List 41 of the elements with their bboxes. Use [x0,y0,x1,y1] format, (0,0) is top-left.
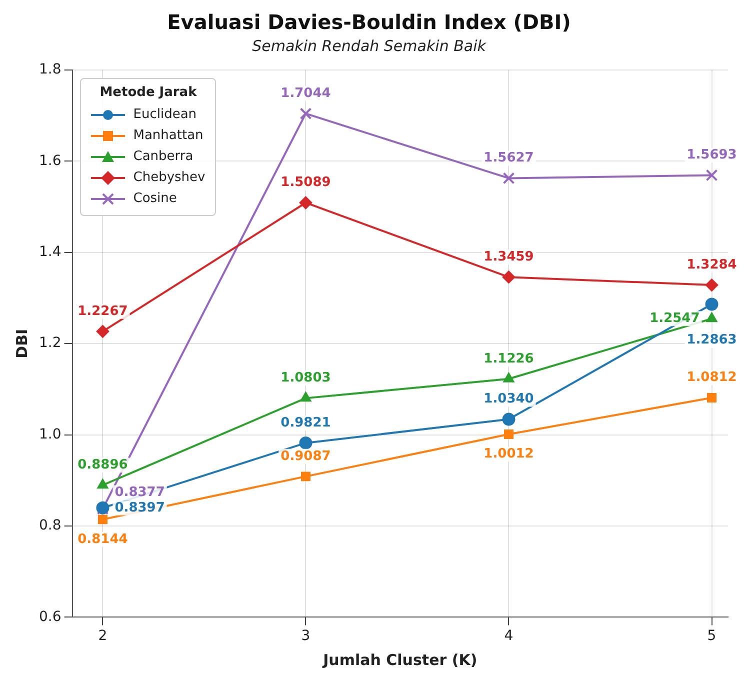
y-tick-label: 0.8 [39,518,62,534]
x-axis-title: Jumlah Cluster (K) [322,650,478,669]
data-label: 1.2863 [686,332,737,348]
data-label: 1.2547 [650,311,700,326]
data-label: 1.3459 [484,249,534,264]
data-label: 1.5089 [280,175,331,190]
legend-label: Canberra [133,149,194,164]
y-tick-label: 1.0 [39,426,62,442]
data-label: 1.3284 [686,257,737,272]
y-tick-label: 1.8 [39,62,62,78]
y-axis-title: DBI [12,328,31,358]
y-tick-label: 1.6 [39,152,62,169]
x-tick-label: 2 [98,628,108,644]
data-label: 0.8397 [114,500,165,516]
data-label: 1.0803 [280,370,331,386]
data-label: 0.8144 [78,532,128,547]
y-tick-label: 1.4 [39,244,62,260]
data-label: 1.7044 [280,86,331,101]
data-label: 1.1226 [484,351,534,366]
legend-title: Metode Jarak [98,85,198,100]
y-tick-label: 1.2 [39,335,62,352]
data-label: 1.5693 [686,148,737,163]
data-label: 1.5627 [484,150,534,166]
x-tick-label: 4 [504,628,514,644]
y-tick-label: 0.6 [39,608,62,625]
data-label: 0.8377 [114,485,165,500]
data-label: 1.0812 [686,370,737,386]
chart-title: Evaluasi Davies-Bouldin Index (DBI) [167,10,571,34]
data-label: 1.2267 [78,304,128,319]
data-label: 0.9821 [280,415,331,430]
legend-label: Cosine [133,191,177,206]
x-tick-label: 3 [301,628,310,644]
chart-subtitle: Semakin Rendah Semakin Baik [252,36,488,55]
data-label: 1.0340 [484,392,534,407]
x-tick-label: 5 [707,628,716,644]
data-label: 0.9087 [280,448,331,464]
legend-label: Manhattan [133,128,204,143]
legend-label: Euclidean [133,107,197,122]
data-label: 0.8896 [78,458,128,473]
legend-label: Chebyshev [133,170,206,185]
data-label: 1.0012 [484,446,534,462]
